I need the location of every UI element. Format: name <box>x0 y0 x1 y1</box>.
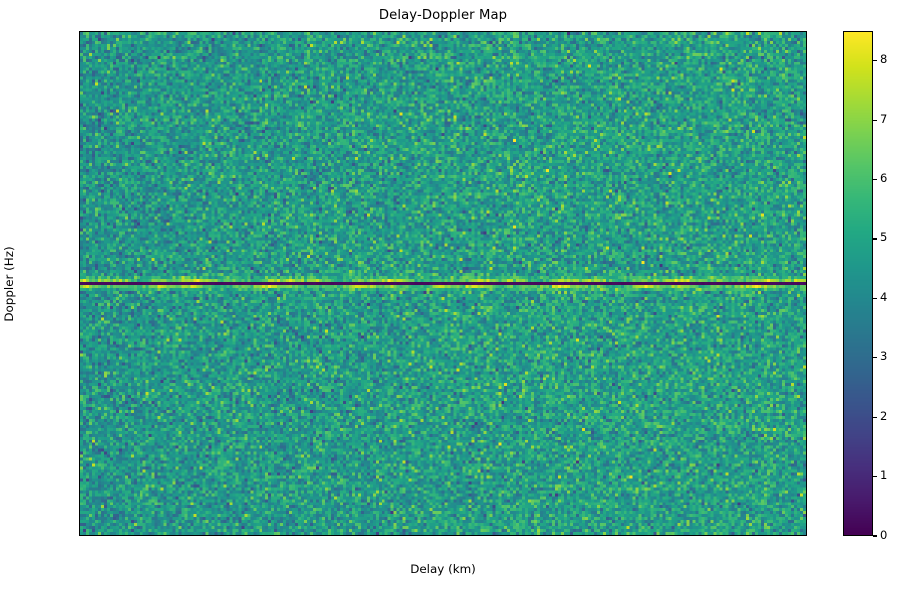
colorbar-tick-mark <box>873 357 877 359</box>
colorbar-tick-label: 3 <box>880 349 888 364</box>
colorbar-tick-mark <box>873 238 877 240</box>
y-axis-tick-mark <box>79 283 80 284</box>
colorbar-tick-mark <box>873 60 877 62</box>
colorbar-tick-label: 6 <box>880 171 888 186</box>
colorbar <box>843 31 873 536</box>
y-axis-label-text: Doppler (Hz) <box>2 245 16 322</box>
colorbar-tick-label: 8 <box>880 52 888 67</box>
colorbar-tick-label: 4 <box>880 289 888 304</box>
colorbar-tick-label: 5 <box>880 230 888 245</box>
colorbar-tick-label: 2 <box>880 408 888 423</box>
page-title: Delay-Doppler Map <box>378 8 508 23</box>
x-axis-tick-mark <box>103 535 104 536</box>
y-axis-tick-mark <box>79 31 80 32</box>
y-axis-tick-mark <box>79 220 80 221</box>
colorbar-tick-mark <box>873 416 877 418</box>
y-axis-tick-mark <box>79 409 80 410</box>
x-axis-tick-mark <box>698 535 699 536</box>
colorbar-tick-mark <box>873 475 877 478</box>
colorbar-tick-label: 1 <box>880 468 888 483</box>
colorbar-tick-label: 7 <box>880 111 888 126</box>
y-axis-tick-mark <box>79 346 80 347</box>
x-axis-tick-mark <box>579 535 580 536</box>
colorbar-tick-label: 0 <box>880 527 888 542</box>
x-axis-tick-mark <box>460 535 461 536</box>
heatmap-image <box>80 32 806 535</box>
y-axis-tick-mark <box>79 472 80 473</box>
y-axis-tick-mark <box>79 157 80 158</box>
colorbar-tick-mark <box>873 535 877 537</box>
x-axis-tick-mark <box>341 535 342 536</box>
y-axis-tick-mark <box>79 534 80 535</box>
y-axis-label: Doppler (Hz) <box>0 31 18 536</box>
colorbar-tick-mark <box>873 119 877 121</box>
x-axis-label: Delay (km) <box>410 562 476 576</box>
colorbar-tick-mark <box>873 178 877 181</box>
heatmap-plot-area: −200−150−100−50050100150200 01020304050 <box>79 31 807 536</box>
y-axis-tick-mark <box>79 94 80 95</box>
colorbar-tick-mark <box>873 297 877 299</box>
x-axis-tick-mark <box>222 535 223 536</box>
colorbar-gradient <box>844 32 872 535</box>
